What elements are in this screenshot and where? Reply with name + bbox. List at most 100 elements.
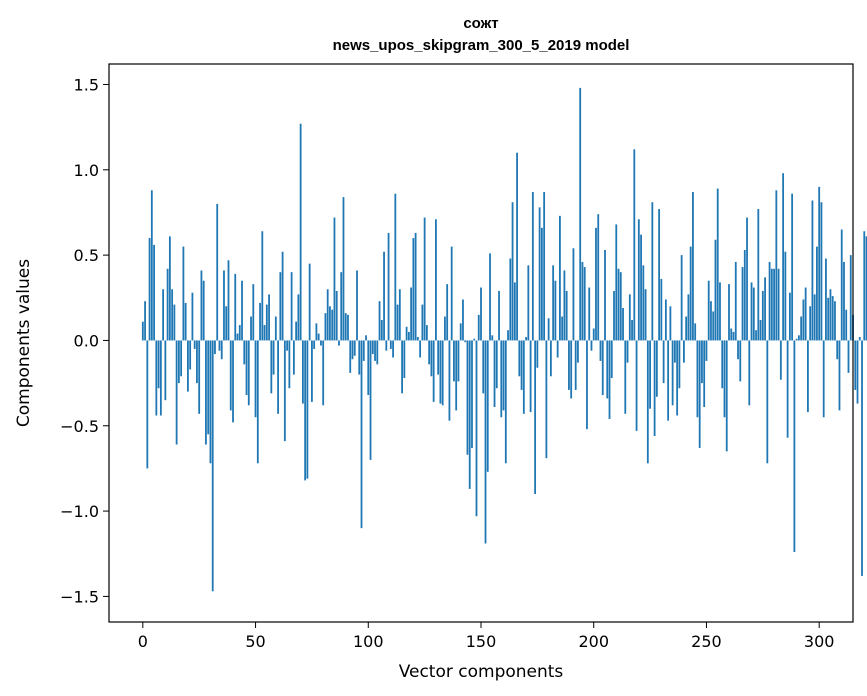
bar-183 bbox=[554, 280, 557, 341]
y-tick-label: −1.0 bbox=[60, 502, 99, 521]
bar-79 bbox=[320, 340, 322, 346]
bar-107 bbox=[383, 251, 385, 341]
bar-229 bbox=[658, 209, 661, 341]
bar-77 bbox=[315, 323, 318, 341]
bar-201 bbox=[595, 227, 597, 341]
bar-293 bbox=[802, 299, 805, 341]
bar-97 bbox=[360, 340, 363, 529]
bar-273 bbox=[757, 209, 760, 341]
bar-207 bbox=[608, 340, 611, 419]
bar-236 bbox=[673, 340, 676, 363]
x-tick-label: 150 bbox=[466, 632, 497, 651]
bar-130 bbox=[435, 219, 437, 341]
bar-76 bbox=[313, 340, 316, 349]
bar-71 bbox=[301, 340, 304, 404]
bar-311 bbox=[843, 261, 845, 341]
bar-21 bbox=[189, 340, 192, 370]
bar-46 bbox=[245, 340, 248, 396]
bar-200 bbox=[592, 328, 595, 341]
bar-282 bbox=[777, 268, 780, 341]
bar-144 bbox=[466, 340, 469, 455]
bar-272 bbox=[755, 330, 757, 341]
bar-66 bbox=[290, 272, 293, 341]
bar-129 bbox=[432, 340, 435, 402]
bar-81 bbox=[324, 313, 327, 341]
bar-301 bbox=[820, 202, 823, 341]
bar-219 bbox=[635, 340, 638, 431]
bar-177 bbox=[540, 227, 543, 341]
bar-238 bbox=[678, 340, 681, 389]
bar-95 bbox=[356, 270, 358, 341]
bar-284 bbox=[782, 173, 785, 341]
bar-237 bbox=[676, 340, 679, 416]
y-tick-label: −0.5 bbox=[60, 417, 99, 436]
bar-203 bbox=[599, 340, 602, 361]
bar-243 bbox=[689, 246, 692, 341]
bar-268 bbox=[746, 217, 748, 341]
bar-23 bbox=[193, 340, 196, 349]
bar-214 bbox=[624, 340, 627, 414]
bar-123 bbox=[419, 340, 422, 358]
bar-264 bbox=[737, 340, 739, 360]
bar-148 bbox=[475, 340, 478, 517]
bar-70 bbox=[299, 123, 302, 341]
bar-312 bbox=[845, 309, 848, 341]
bar-235 bbox=[671, 340, 674, 406]
bar-271 bbox=[752, 287, 755, 341]
bar-128 bbox=[430, 340, 433, 377]
x-tick-label: 300 bbox=[804, 632, 835, 651]
bar-255 bbox=[716, 188, 719, 341]
bar-124 bbox=[421, 304, 424, 341]
bar-111 bbox=[392, 340, 394, 358]
bar-164 bbox=[511, 202, 514, 341]
bar-220 bbox=[637, 219, 640, 341]
bar-279 bbox=[770, 268, 773, 341]
bar-321 bbox=[865, 236, 867, 341]
bar-251 bbox=[707, 280, 710, 341]
bar-297 bbox=[811, 200, 814, 341]
bars-group bbox=[141, 87, 867, 592]
bar-280 bbox=[773, 268, 775, 341]
bar-166 bbox=[516, 152, 518, 341]
bar-99 bbox=[365, 335, 367, 341]
bar-249 bbox=[703, 340, 706, 407]
bar-140 bbox=[457, 340, 460, 382]
bar-83 bbox=[329, 306, 331, 341]
bar-209 bbox=[613, 290, 615, 341]
bar-92 bbox=[349, 340, 352, 373]
bar-171 bbox=[527, 265, 530, 341]
bar-228 bbox=[655, 340, 658, 397]
bar-50 bbox=[254, 340, 257, 418]
bar-137 bbox=[450, 246, 453, 341]
bar-320 bbox=[863, 231, 866, 341]
bar-72 bbox=[304, 340, 307, 481]
bar-43 bbox=[238, 325, 241, 341]
bar-187 bbox=[563, 270, 566, 341]
bar-286 bbox=[786, 340, 789, 438]
bar-135 bbox=[446, 284, 449, 341]
bar-213 bbox=[622, 308, 624, 341]
bar-14 bbox=[173, 304, 176, 341]
bar-252 bbox=[710, 301, 712, 341]
bar-254 bbox=[714, 239, 717, 341]
bar-42 bbox=[236, 333, 239, 341]
bar-122 bbox=[416, 337, 419, 341]
bar-17 bbox=[180, 340, 183, 377]
bar-247 bbox=[698, 340, 701, 448]
bar-59 bbox=[274, 316, 277, 341]
bar-291 bbox=[797, 335, 800, 341]
bar-115 bbox=[401, 340, 403, 394]
bar-4 bbox=[150, 190, 153, 341]
bar-138 bbox=[453, 340, 455, 382]
bar-266 bbox=[741, 267, 744, 341]
bar-41 bbox=[234, 273, 237, 341]
bar-163 bbox=[509, 258, 512, 341]
bar-2 bbox=[146, 340, 149, 469]
bar-45 bbox=[243, 340, 246, 365]
bar-153 bbox=[486, 340, 489, 472]
bar-117 bbox=[405, 326, 408, 341]
bar-55 bbox=[265, 304, 268, 341]
bar-269 bbox=[748, 340, 751, 406]
bar-182 bbox=[552, 265, 555, 341]
bar-300 bbox=[818, 186, 821, 341]
